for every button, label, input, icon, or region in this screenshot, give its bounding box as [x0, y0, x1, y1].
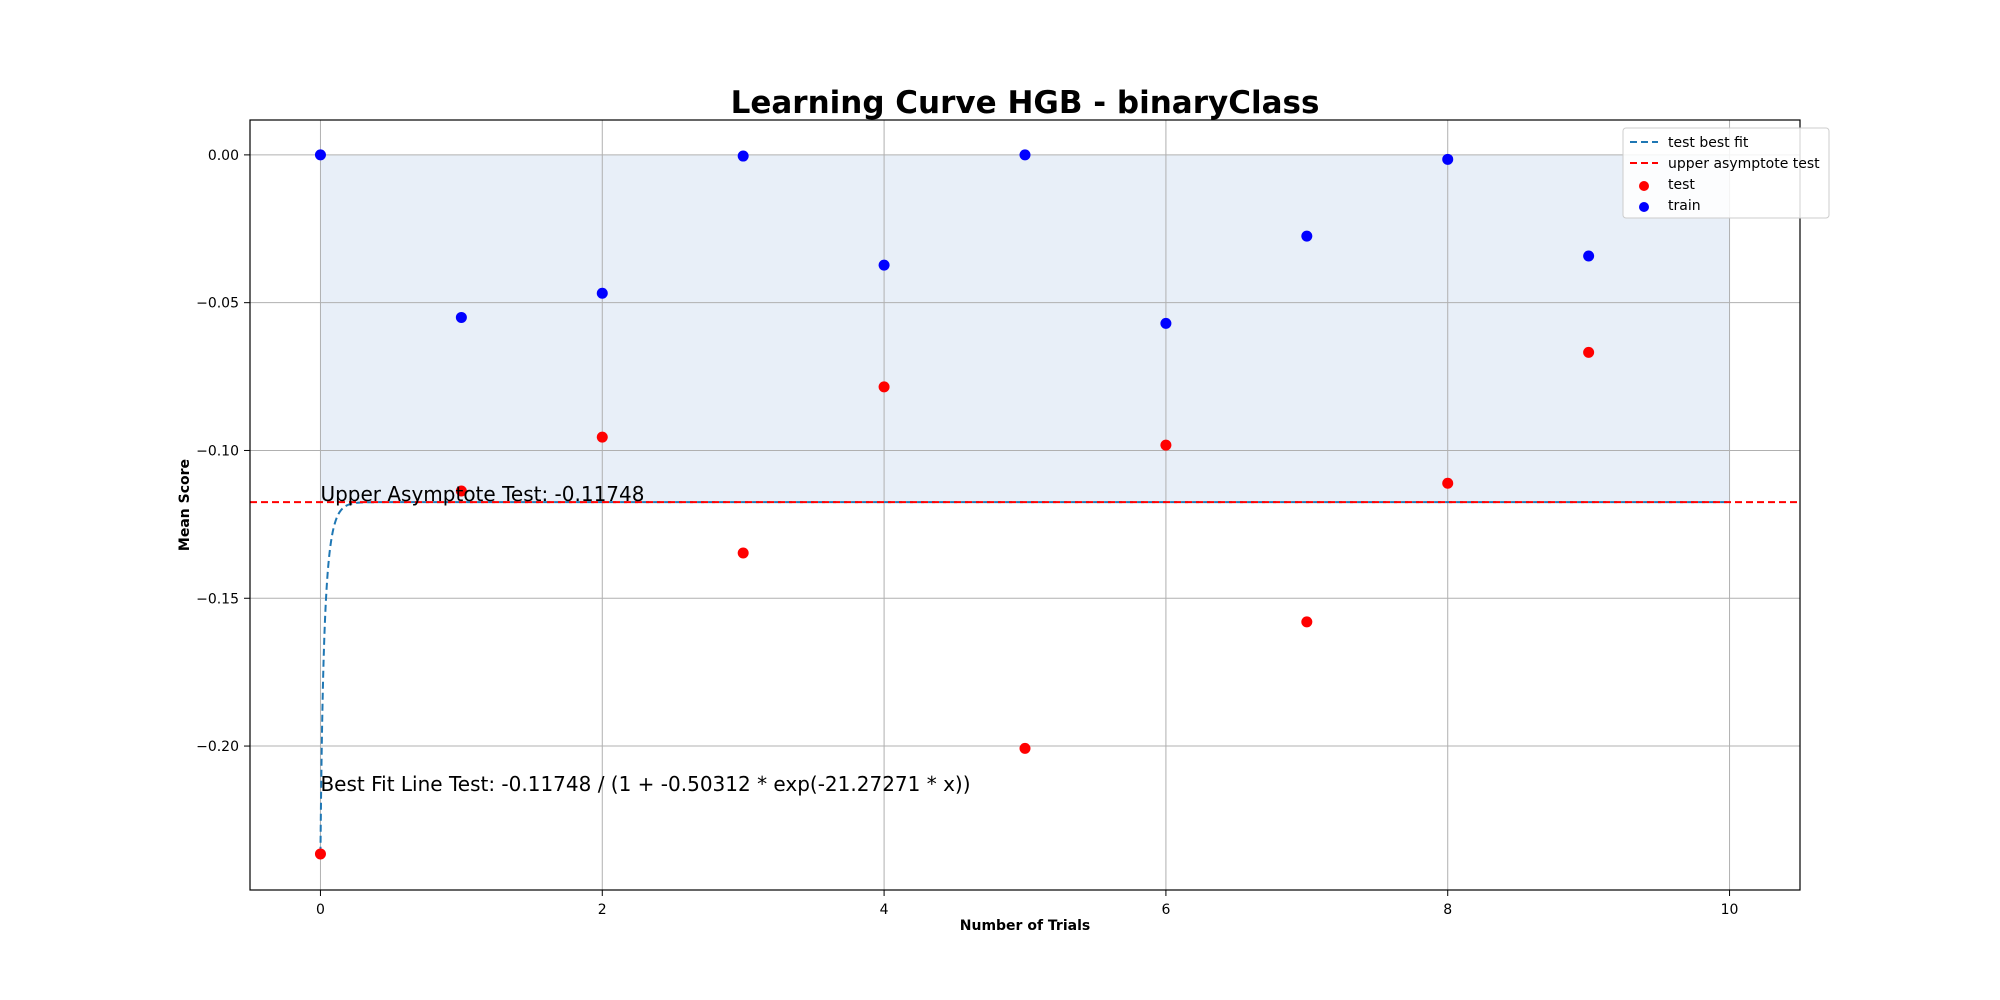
test-point	[596, 431, 608, 443]
train-point	[455, 311, 467, 323]
test-point	[1301, 616, 1313, 628]
y-tick-label: −0.10	[196, 443, 239, 459]
asymptote-annotation: Upper Asymptote Test: -0.11748	[320, 482, 644, 506]
train-point	[1301, 230, 1313, 242]
x-tick-label: 8	[1443, 902, 1452, 918]
legend-label: test	[1668, 177, 1695, 193]
test-point	[455, 485, 467, 497]
y-tick-label: −0.05	[196, 296, 239, 312]
test-point	[314, 848, 326, 860]
data-layer	[250, 149, 1800, 860]
x-tick-label: 0	[316, 902, 325, 918]
tick-layer: 0 2 4 6 8 10 0.00 −0.05 −0.10 −0.15 −0.20	[196, 148, 1738, 918]
legend-swatch-dot	[1639, 181, 1649, 191]
shaded-region-layer	[320, 154, 1730, 503]
train-point	[737, 150, 749, 162]
train-point	[878, 259, 890, 271]
test-point	[737, 547, 749, 559]
legend: test best fit upper asymptote test test tra…	[1622, 127, 1830, 219]
plot-frame	[249, 119, 1801, 891]
x-tick-label: 10	[1721, 902, 1739, 918]
legend-box	[1622, 127, 1830, 219]
test-point	[878, 381, 890, 393]
train-point	[596, 287, 608, 299]
annotation-layer: Upper Asymptote Test: -0.11748 Best Fit L…	[320, 482, 970, 796]
y-tick-label: 0.00	[208, 148, 239, 164]
x-tick-label: 2	[598, 902, 607, 918]
train-point	[314, 149, 326, 161]
legend-label: upper asymptote test	[1668, 156, 1820, 172]
test-point	[1442, 477, 1454, 489]
x-axis-label: Number of Trials	[960, 918, 1090, 934]
x-tick-label: 6	[1161, 902, 1170, 918]
train-point	[1019, 149, 1031, 161]
train-point	[1160, 317, 1172, 329]
chart-title: Learning Curve HGB - binaryClass	[731, 85, 1320, 121]
shaded-region	[320, 154, 1730, 503]
axes-layer	[249, 119, 1801, 891]
x-tick-label: 4	[880, 902, 889, 918]
legend-swatch-dot	[1639, 202, 1649, 212]
y-axis-label: Mean Score	[177, 459, 193, 551]
test-point	[1583, 346, 1595, 358]
train-point	[1442, 153, 1454, 165]
y-tick-label: −0.15	[196, 591, 239, 607]
legend-label: train	[1668, 198, 1701, 214]
legend-label: test best fit	[1668, 135, 1749, 151]
y-tick-label: −0.20	[196, 739, 239, 755]
best-fit-annotation: Best Fit Line Test: -0.11748 / (1 + -0.5…	[320, 772, 970, 796]
train-point	[1583, 250, 1595, 262]
test-point	[1019, 742, 1031, 754]
test-best-fit-line	[319, 501, 1730, 854]
test-point	[1160, 439, 1172, 451]
